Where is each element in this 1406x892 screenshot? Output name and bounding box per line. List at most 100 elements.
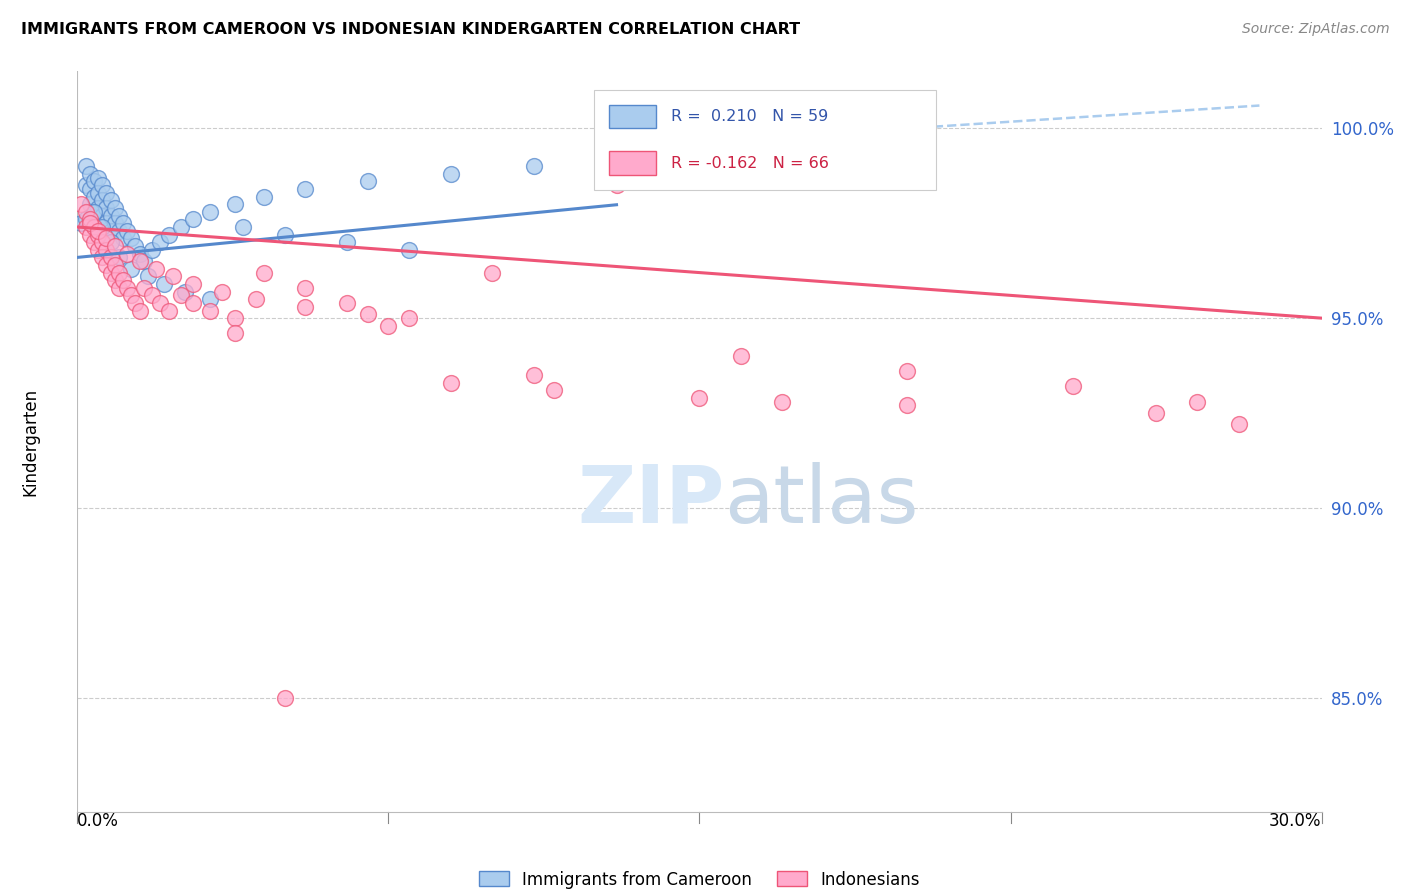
Point [96, 231, 118, 245]
Point [91, 251, 114, 265]
Point [772, 394, 794, 409]
Point [79, 216, 101, 230]
Point [128, 254, 150, 268]
Point [104, 216, 127, 230]
Text: 30.0%: 30.0% [1270, 812, 1322, 830]
Point [481, 266, 503, 280]
Point [75, 159, 97, 173]
Point [111, 273, 134, 287]
Point [79, 197, 101, 211]
Point [224, 326, 246, 341]
Point [91, 209, 114, 223]
Point [153, 277, 176, 291]
Point [115, 224, 138, 238]
Point [100, 194, 122, 208]
Point [124, 296, 146, 310]
Point [100, 235, 122, 250]
Point [141, 288, 163, 302]
Point [87, 227, 110, 242]
Point [96, 201, 118, 215]
Point [183, 296, 205, 310]
Point [75, 178, 97, 193]
Point [211, 285, 233, 299]
Point [96, 243, 118, 257]
Point [91, 235, 114, 250]
Point [357, 174, 380, 188]
Point [132, 254, 155, 268]
Point [128, 303, 150, 318]
Point [170, 220, 193, 235]
Point [149, 235, 172, 250]
Point [96, 258, 118, 272]
Point [198, 303, 221, 318]
Point [294, 281, 316, 295]
Point [104, 273, 127, 287]
Legend: Immigrants from Cameroon, Indonesians: Immigrants from Cameroon, Indonesians [479, 871, 920, 888]
Point [111, 216, 134, 230]
Point [128, 246, 150, 260]
Point [132, 281, 155, 295]
Point [104, 201, 127, 215]
Point [274, 690, 297, 705]
Point [87, 224, 110, 238]
Point [120, 231, 142, 245]
Point [198, 204, 221, 219]
Point [70, 216, 93, 230]
Point [83, 220, 105, 235]
Point [183, 212, 205, 227]
Point [91, 220, 114, 235]
Point [336, 235, 359, 250]
Text: 0.0%: 0.0% [77, 812, 120, 830]
Point [120, 261, 142, 276]
Point [606, 178, 628, 193]
Point [245, 292, 267, 306]
Point [896, 399, 918, 413]
Point [274, 227, 297, 242]
Point [70, 197, 93, 211]
Point [294, 300, 316, 314]
Point [87, 186, 110, 200]
Point [398, 243, 420, 257]
Point [104, 239, 127, 253]
Point [440, 167, 463, 181]
Point [253, 266, 276, 280]
Text: atlas: atlas [724, 462, 918, 540]
Bar [609, 104, 657, 128]
Point [83, 189, 105, 203]
Point [100, 224, 122, 238]
Point [83, 174, 105, 188]
Point [124, 239, 146, 253]
Point [115, 281, 138, 295]
Point [83, 235, 105, 250]
Point [294, 182, 316, 196]
Point [87, 201, 110, 215]
Text: R =  0.210   N = 59: R = 0.210 N = 59 [671, 109, 828, 124]
Text: IMMIGRANTS FROM CAMEROON VS INDONESIAN KINDERGARTEN CORRELATION CHART: IMMIGRANTS FROM CAMEROON VS INDONESIAN K… [21, 22, 800, 37]
Point [170, 288, 193, 302]
Point [523, 159, 546, 173]
Point [83, 204, 105, 219]
Point [224, 311, 246, 326]
Point [75, 204, 97, 219]
Point [136, 269, 159, 284]
Point [1062, 379, 1084, 393]
Point [523, 368, 546, 383]
Point [440, 376, 463, 390]
Point [1227, 417, 1250, 432]
Point [336, 296, 359, 310]
Point [96, 216, 118, 230]
Point [253, 189, 276, 203]
Text: R = -0.162   N = 66: R = -0.162 N = 66 [671, 156, 828, 170]
Point [689, 391, 711, 405]
Point [108, 281, 131, 295]
Point [606, 152, 628, 166]
Point [79, 167, 101, 181]
Point [115, 246, 138, 260]
Point [398, 311, 420, 326]
Point [104, 258, 127, 272]
Point [183, 277, 205, 291]
Point [100, 209, 122, 223]
Point [91, 178, 114, 193]
Point [224, 197, 246, 211]
Point [79, 212, 101, 227]
